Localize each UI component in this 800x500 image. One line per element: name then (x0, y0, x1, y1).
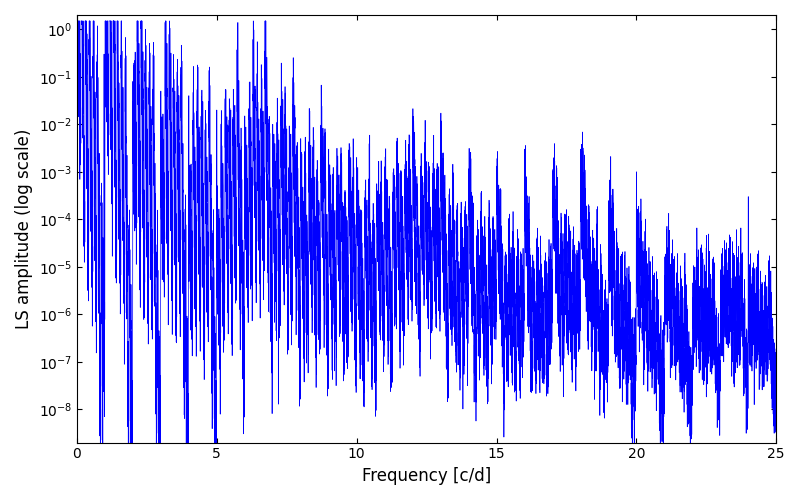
X-axis label: Frequency [c/d]: Frequency [c/d] (362, 467, 491, 485)
Y-axis label: LS amplitude (log scale): LS amplitude (log scale) (15, 128, 33, 329)
